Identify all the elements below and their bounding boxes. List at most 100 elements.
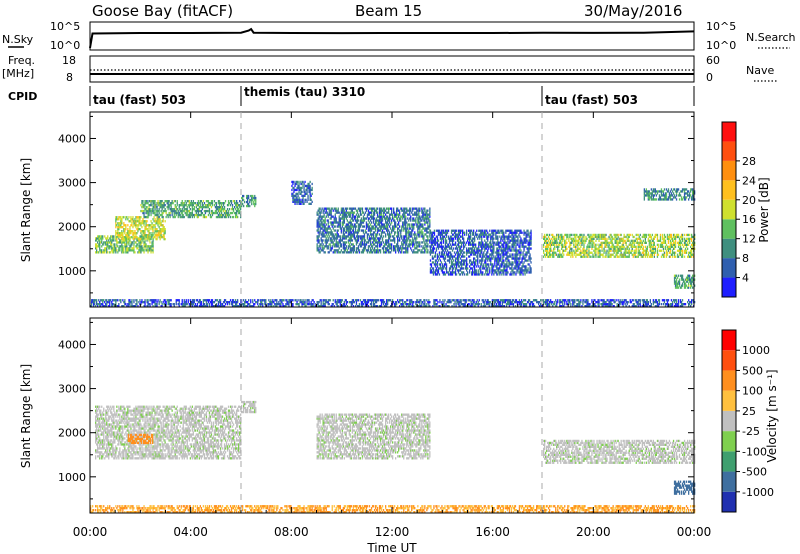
- data-cell: [484, 259, 486, 262]
- data-cell: [363, 217, 366, 220]
- data-cell: [559, 235, 561, 239]
- data-cell: [579, 237, 581, 240]
- data-cell: [219, 209, 222, 213]
- data-cell: [357, 207, 360, 210]
- data-cell: [247, 196, 249, 200]
- data-cell: [337, 223, 339, 226]
- data-cell: [605, 251, 607, 254]
- data-cell: [462, 259, 464, 262]
- data-cell: [382, 223, 385, 226]
- data-cell: [167, 200, 169, 203]
- data-cell: [395, 223, 397, 226]
- data-cell: [328, 213, 330, 216]
- data-cell: [318, 251, 320, 254]
- data-cell: [406, 209, 408, 212]
- data-cell: [528, 249, 530, 252]
- data-cell: [434, 265, 437, 268]
- data-cell: [158, 232, 160, 235]
- data-cell: [154, 224, 156, 227]
- data-cell: [585, 239, 587, 242]
- data-cell: [170, 209, 172, 213]
- data-cell: [495, 271, 497, 274]
- data-cell: [558, 249, 560, 252]
- data-cell: [142, 232, 144, 235]
- data-cell: [451, 257, 454, 260]
- data-cell: [478, 245, 480, 248]
- data-cell: [344, 243, 346, 246]
- data-cell: [491, 273, 493, 276]
- data-cell: [137, 230, 139, 233]
- data-cell: [521, 245, 523, 248]
- data-cell: [188, 204, 190, 207]
- data-cell: [336, 241, 338, 244]
- data-cell: [127, 238, 129, 241]
- data-cell: [530, 267, 532, 270]
- data-cell: [372, 249, 375, 252]
- data-cell: [498, 257, 500, 260]
- data-cell: [133, 238, 135, 241]
- data-cell: [218, 213, 221, 217]
- data-cell: [427, 225, 429, 228]
- data-cell: [421, 245, 423, 248]
- data-cell: [517, 257, 519, 260]
- data-cell: [496, 261, 498, 264]
- data-cell: [160, 213, 162, 217]
- data-cell: [196, 208, 198, 211]
- data-cell: [333, 235, 335, 238]
- data-cell: [568, 253, 570, 256]
- data-cell: [372, 219, 375, 222]
- data-cell: [391, 245, 393, 248]
- data-cell: [173, 200, 175, 203]
- data-cell: [470, 233, 472, 236]
- data-cell: [597, 253, 599, 256]
- data-cell: [416, 237, 418, 240]
- data-cell: [173, 215, 175, 219]
- data-cell: [108, 247, 110, 250]
- data-cell: [116, 224, 118, 227]
- data-cell: [188, 202, 190, 205]
- data-cell: [338, 221, 340, 224]
- data-cell: [444, 243, 447, 246]
- data-cell: [380, 209, 383, 212]
- data-cell: [416, 243, 418, 246]
- data-cell: [517, 229, 519, 232]
- data-cell: [113, 243, 115, 246]
- data-cell: [337, 243, 339, 246]
- data-cell: [423, 215, 425, 218]
- data-cell: [343, 235, 345, 238]
- data-cell: [111, 247, 113, 250]
- data-cell: [136, 232, 138, 235]
- data-cell: [488, 235, 490, 238]
- data-cell: [110, 241, 112, 244]
- data-cell: [118, 234, 120, 237]
- data-cell: [528, 257, 530, 260]
- data-cell: [370, 243, 373, 246]
- data-cell: [586, 247, 588, 250]
- data-cell: [429, 247, 432, 250]
- data-cell: [235, 213, 237, 217]
- data-cell: [405, 251, 407, 254]
- data-cell: [519, 261, 521, 264]
- data-cell: [162, 215, 164, 219]
- data-cell: [580, 233, 582, 237]
- data-cell: [431, 251, 434, 254]
- data-cell: [351, 223, 353, 226]
- data-cell: [204, 209, 207, 213]
- data-cell: [145, 236, 147, 239]
- data-cell: [434, 269, 437, 272]
- data-cell: [489, 271, 491, 274]
- data-cell: [139, 222, 141, 225]
- data-cell: [406, 211, 408, 214]
- data-cell: [449, 267, 452, 270]
- data-cell: [406, 243, 408, 246]
- data-cell: [499, 231, 501, 234]
- data-cell: [349, 237, 351, 240]
- data-cell: [563, 235, 565, 239]
- data-cell: [422, 211, 424, 214]
- data-cell: [504, 269, 506, 272]
- data-cell: [118, 249, 120, 252]
- data-cell: [525, 265, 527, 268]
- data-cell: [337, 245, 339, 248]
- data-cell: [413, 207, 415, 210]
- data-cell: [388, 223, 390, 226]
